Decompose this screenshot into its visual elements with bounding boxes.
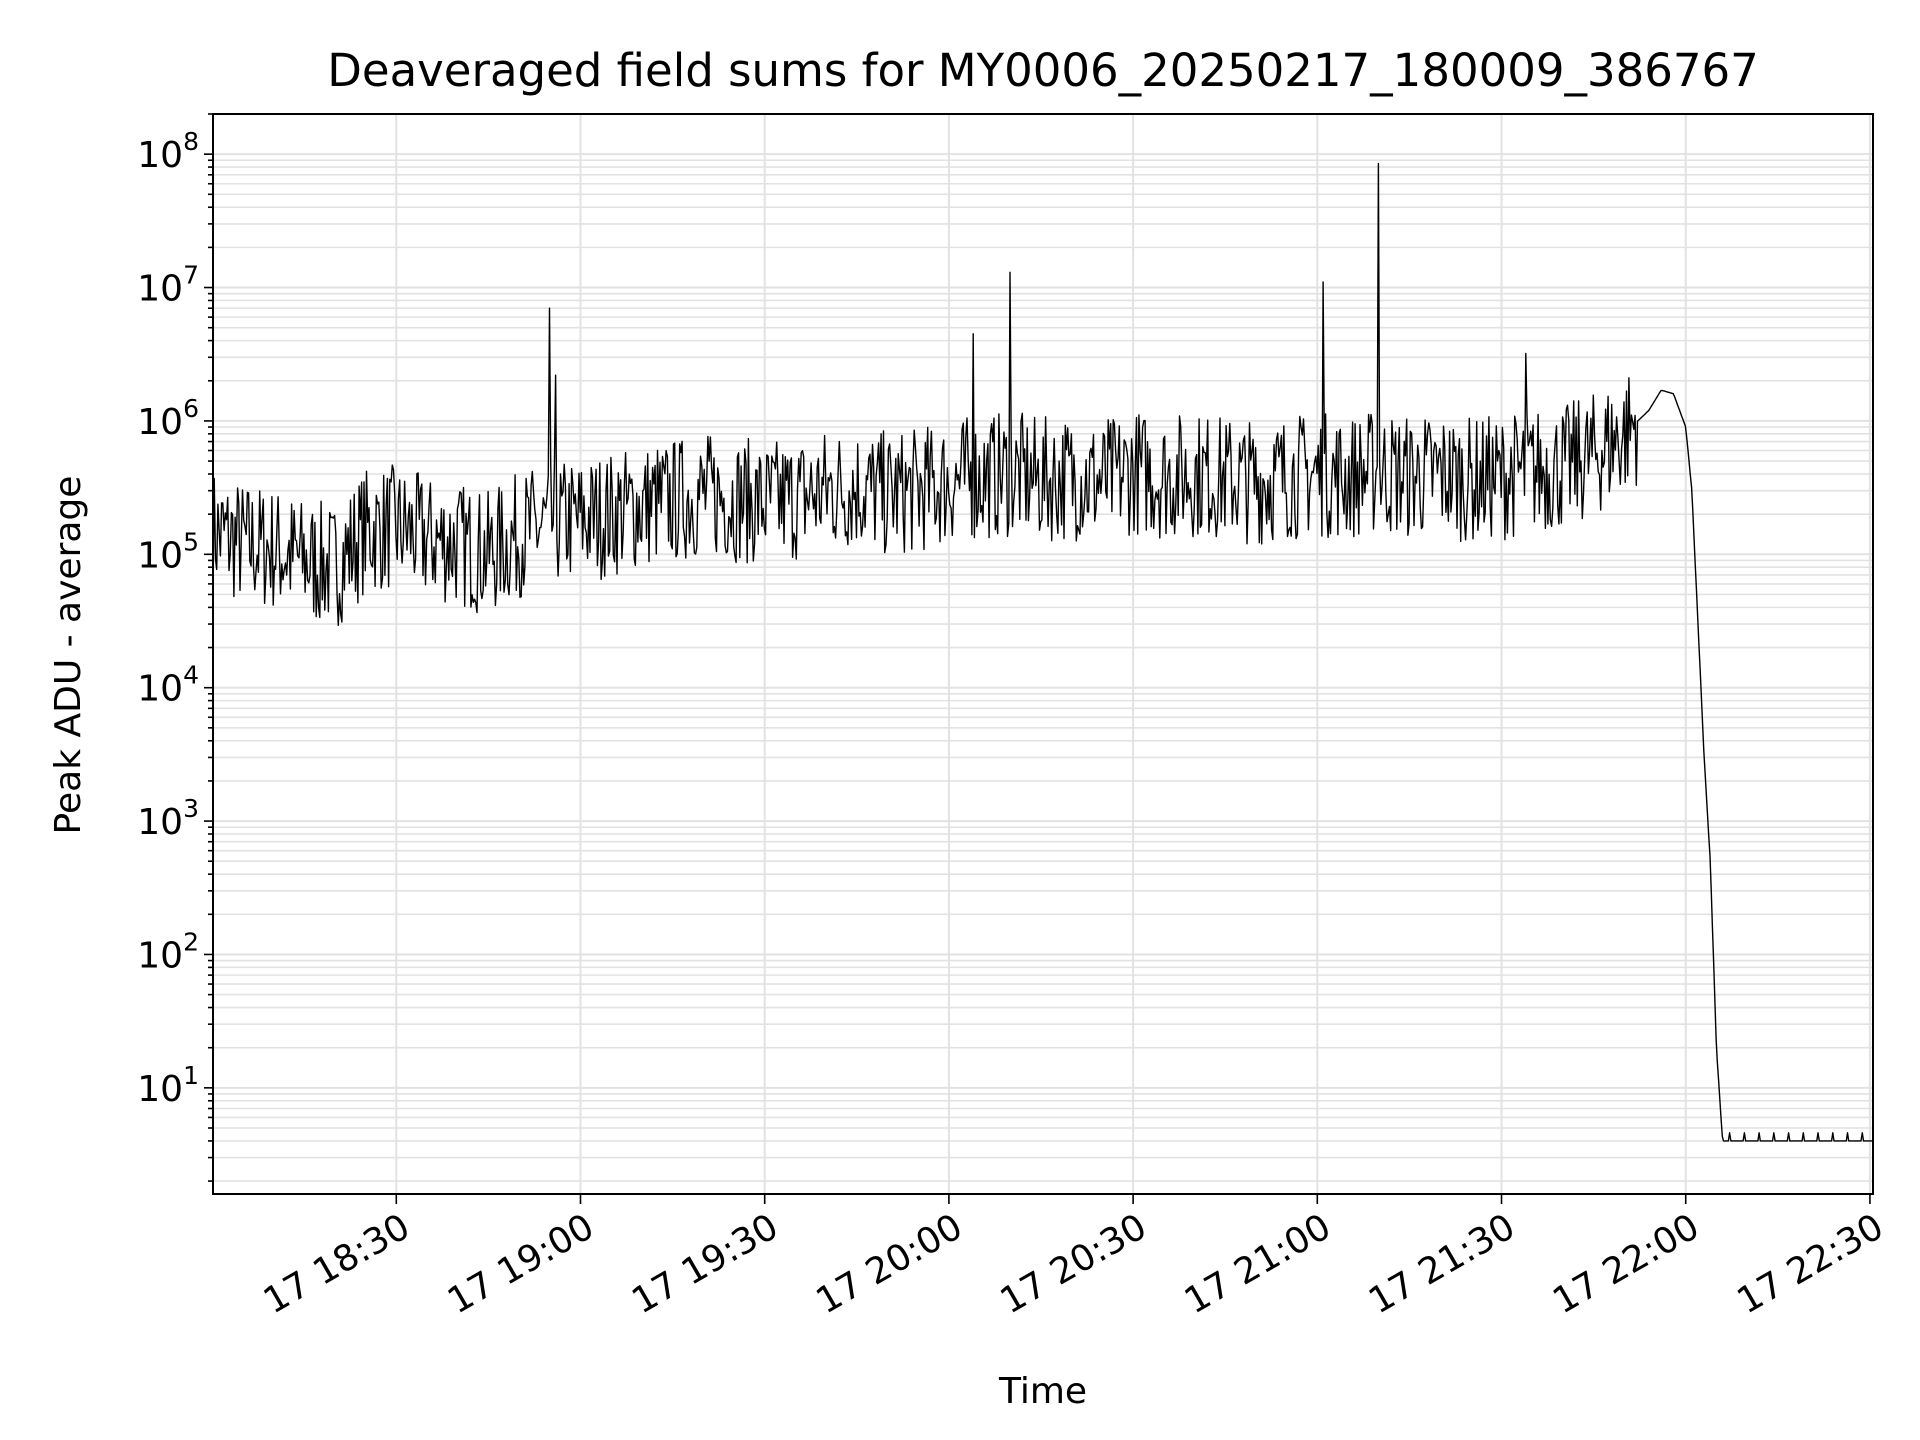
y-axis-label: Peak ADU - average [48,476,89,835]
y-tick-label: 102 [137,927,199,976]
series-line [212,162,1873,1142]
y-tick-label: 107 [137,261,199,310]
plot-frame [212,113,1874,1195]
y-tick-label: 101 [137,1061,199,1110]
series-path [212,162,1873,1142]
chart-title: Deaveraged field sums for MY0006_2025021… [327,44,1759,97]
x-axis-label: Time [998,1371,1087,1412]
y-tick-label: 108 [137,127,199,176]
y-tick-label: 104 [137,661,199,710]
y-tick-label: 106 [137,394,199,443]
y-tick-label: 105 [137,527,199,576]
grid-layer [213,113,1873,1194]
series-layer [212,162,1873,1142]
y-tick-label: 103 [137,794,199,843]
